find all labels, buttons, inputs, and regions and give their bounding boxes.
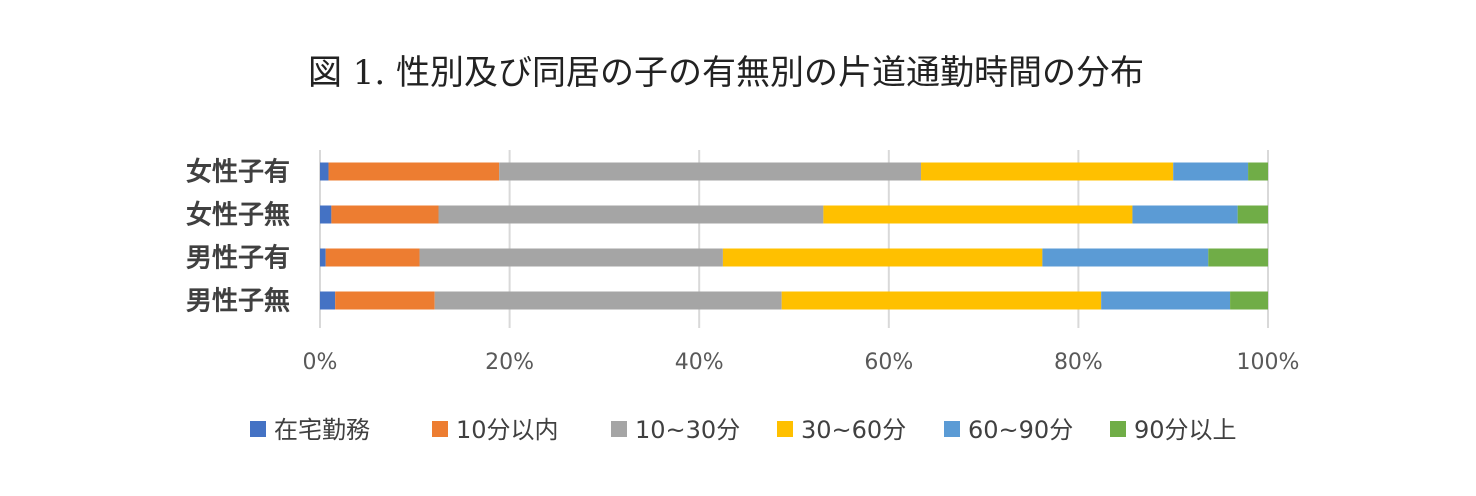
bar-segment: [434, 291, 782, 310]
legend-swatch: [432, 421, 448, 437]
legend-swatch: [1110, 421, 1126, 437]
legend-swatch: [611, 421, 627, 437]
bar-segment: [1132, 205, 1238, 224]
legend-swatch: [250, 421, 266, 437]
x-axis-tick-labels: 0% 20% 40% 60% 80% 100%: [303, 350, 1300, 375]
legend-label: 90分以上: [1134, 416, 1237, 444]
bar-segment: [1237, 205, 1268, 224]
x-tick-label: 40%: [675, 350, 724, 375]
bar-segment: [325, 248, 420, 267]
category-label: 男性子無: [186, 287, 290, 317]
bar-segment: [1101, 291, 1231, 310]
x-tick-label: 20%: [485, 350, 534, 375]
bar-segment: [320, 162, 329, 181]
legend-label: 在宅勤務: [274, 416, 370, 444]
x-tick-label: 60%: [864, 350, 913, 375]
bar-segment: [781, 291, 1102, 310]
legend: 在宅勤務 10分以内 10~30分 30~60分 60~90分 90分以上: [250, 416, 1237, 444]
bar-segment: [499, 162, 922, 181]
x-tick-label: 0%: [303, 350, 338, 375]
bar-segment: [921, 162, 1174, 181]
bar-segment: [328, 162, 500, 181]
category-label: 女性子無: [186, 200, 290, 231]
x-tick-label: 80%: [1054, 350, 1103, 375]
bar-segment: [823, 205, 1133, 224]
category-label: 男性子有: [186, 244, 290, 274]
bar-segment: [320, 291, 336, 310]
x-tick-label: 100%: [1237, 350, 1300, 375]
legend-swatch: [777, 421, 793, 437]
bar-segment: [1173, 162, 1249, 181]
legend-swatch: [944, 421, 960, 437]
chart-title: 図 1. 性別及び同居の子の有無別の片道通勤時間の分布: [308, 53, 1144, 93]
bar-segment: [1042, 248, 1209, 267]
legend-label: 30~60分: [801, 416, 906, 444]
bar-segment: [722, 248, 1043, 267]
category-label: 女性子有: [186, 157, 290, 188]
bars: [320, 162, 1268, 310]
legend-label: 10~30分: [635, 416, 740, 444]
bar-segment: [1230, 291, 1268, 310]
bar-segment: [335, 291, 435, 310]
bar-segment: [438, 205, 824, 224]
bar-segment: [331, 205, 439, 224]
bar-segment: [1208, 248, 1268, 267]
legend-label: 60~90分: [968, 416, 1073, 444]
bar-segment: [1248, 162, 1268, 181]
bar-segment: [419, 248, 723, 267]
legend-label: 10分以内: [456, 416, 559, 444]
bar-segment: [320, 248, 326, 267]
bar-segment: [320, 205, 332, 224]
